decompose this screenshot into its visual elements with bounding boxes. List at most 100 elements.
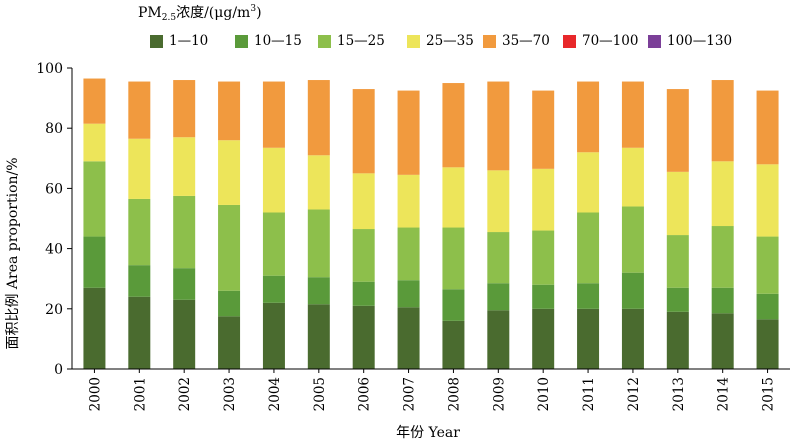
bar-2005-series-2 [307,277,330,305]
y-tick-label-0: 0 [54,362,63,378]
x-tick-label-2015: 2015 [761,377,777,411]
bar-2013-series-3 [666,235,689,288]
x-tick-label-2011: 2011 [581,377,597,411]
x-tick-label-2001: 2001 [132,377,148,411]
bar-2007-series-5 [397,90,420,175]
legend-title-subscript: 2.5 [161,13,177,23]
bar-2011-series-5 [577,81,600,153]
x-tick-label-2005: 2005 [312,377,328,411]
bar-2002-series-3 [173,195,196,269]
bar-2003-series-3 [218,204,241,291]
bar-2013-series-4 [666,171,689,236]
x-tick-label-2013: 2013 [671,377,687,411]
legend-swatch-2 [235,34,248,48]
bar-2010-series-1 [532,308,555,369]
legend-title: PM2.5浓度/(μg/m3) [138,2,262,23]
bar-2002-series-4 [173,137,196,196]
legend-item-7: 100—130 [648,30,732,52]
bar-2002-series-5 [173,80,196,138]
bar-2004-series-4 [262,147,285,213]
bar-2010-series-5 [532,90,555,169]
x-tick-label-2014: 2014 [716,377,732,411]
legend-label-1: 1—10 [169,33,209,49]
x-tick-label-2002: 2002 [177,377,193,411]
bar-2012-series-2 [621,272,644,309]
y-axis-title: 面积比例 Area proportion/% [5,157,21,349]
bar-2002-series-1 [173,299,196,369]
legend-title-superscript: 3 [250,4,257,14]
bar-2005-series-3 [307,209,330,278]
bar-2000-series-5 [83,78,106,124]
legend-title-pm: PM [138,5,162,21]
bar-2001-series-4 [128,138,151,199]
bar-2014-series-1 [711,313,734,369]
legend-label-4: 25—35 [426,33,474,49]
bar-2005-series-5 [307,80,330,156]
bar-2009-series-5 [487,81,510,171]
bar-2005-series-1 [307,304,330,369]
legend-swatch-4 [407,34,420,48]
legend-item-5: 35—70 [483,30,550,52]
bar-2004-series-2 [262,275,285,303]
bar-2006-series-5 [352,89,375,174]
x-axis-title: 年份 Year [396,425,460,441]
bar-2004-series-5 [262,81,285,148]
y-tick-label-20: 20 [45,302,63,318]
bar-2002-series-2 [173,268,196,300]
y-tick-label-80: 80 [45,121,63,137]
bar-2007-series-3 [397,227,420,281]
legend-swatch-1 [150,34,163,48]
bar-2013-series-2 [666,287,689,312]
x-tick-label-2000: 2000 [87,377,103,411]
bar-2001-series-2 [128,265,151,297]
legend-item-3: 15—25 [318,30,385,52]
bar-2005-series-4 [307,155,330,210]
bar-2013-series-5 [666,89,689,172]
bar-2012-series-4 [621,147,644,207]
bar-2000-series-2 [83,236,106,288]
bar-2001-series-3 [128,198,151,266]
legend-swatch-7 [648,34,661,48]
bar-2009-series-2 [487,283,510,311]
bar-2011-series-3 [577,212,600,284]
bar-2009-series-1 [487,310,510,369]
y-tick-label-40: 40 [45,242,63,258]
bar-2003-series-2 [218,290,241,317]
bar-2013-series-1 [666,311,689,369]
legend-swatch-3 [318,34,331,48]
bar-2003-series-4 [218,140,241,205]
y-tick-label-100: 100 [36,61,63,77]
bar-2007-series-4 [397,174,420,228]
bar-2004-series-1 [262,302,285,369]
legend: 1—10 10—15 15—25 25—35 35—70 70—100 100—130 [0,30,800,52]
legend-label-3: 15—25 [337,33,385,49]
bar-2007-series-2 [397,280,420,308]
legend-label-6: 70—100 [582,33,639,49]
legend-label-2: 10—15 [254,33,302,49]
bar-2012-series-1 [621,308,644,369]
x-tick-label-2012: 2012 [626,377,642,411]
bar-2014-series-2 [711,287,734,314]
bar-2000-series-1 [83,287,106,369]
x-tick-label-2004: 2004 [267,377,283,411]
bar-2011-series-1 [577,308,600,369]
bar-2014-series-5 [711,80,734,162]
bar-2007-series-1 [397,307,420,369]
bar-2006-series-1 [352,305,375,369]
bar-2014-series-4 [711,161,734,227]
x-tick-label-2008: 2008 [446,377,462,411]
bar-2011-series-4 [577,152,600,213]
bar-2010-series-3 [532,230,555,285]
x-tick-label-2006: 2006 [357,377,373,411]
bar-2008-series-5 [442,83,465,168]
bar-2015-series-4 [756,164,779,237]
bar-2006-series-3 [352,229,375,282]
x-tick-label-2009: 2009 [491,377,507,411]
bar-2003-series-5 [218,81,241,141]
x-tick-label-2007: 2007 [402,377,418,411]
bar-2008-series-4 [442,167,465,228]
bar-2009-series-3 [487,232,510,284]
bar-2015-series-5 [756,90,779,165]
